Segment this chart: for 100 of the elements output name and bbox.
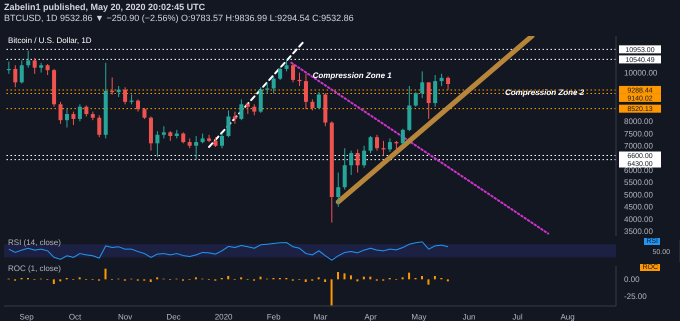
candlestick (252, 104, 256, 116)
candlestick (130, 94, 134, 105)
candlestick (394, 140, 398, 152)
x-tick-label: Mar (314, 312, 328, 321)
candlestick (310, 98, 314, 111)
bar (369, 276, 372, 280)
candlestick (414, 92, 418, 108)
chart-subtitle: BTCUSD, 1D 9532.86 ▼ −250.90 (−2.56%) O:9783.57 H:9836.99 L:9294.54 C:9532.86 (4, 13, 355, 23)
bar (324, 279, 326, 282)
candlestick (26, 50, 30, 68)
y-tick-label: -25.00 (624, 292, 648, 301)
annotation: Compression Zone 2 (505, 88, 584, 97)
candlestick (64, 108, 69, 128)
x-tick-label: Oct (68, 312, 82, 321)
x-tick-label: Dec (166, 312, 181, 321)
bar (427, 279, 430, 285)
candlestick (356, 148, 360, 174)
bar (408, 272, 410, 280)
chart-title: RSI (14, close) (8, 238, 61, 247)
x-tick-label: Jul (512, 312, 523, 321)
y-tick-label: 5000.00 (624, 190, 654, 200)
candlestick (291, 64, 296, 83)
candlestick (136, 98, 140, 112)
annotation: Compression Zone 1 (312, 70, 392, 80)
candlestick (20, 60, 24, 84)
candlestick (342, 148, 347, 190)
candlestick (258, 86, 263, 114)
candlestick (375, 134, 380, 152)
candlestick (433, 74, 438, 108)
candlestick (200, 133, 205, 144)
x-tick-label: 2020 (214, 312, 234, 321)
y-tick-label: 0.00 (624, 275, 640, 284)
bar (362, 276, 365, 280)
candlestick (78, 104, 82, 122)
candlestick (168, 130, 172, 142)
candlestick (232, 111, 237, 124)
x-tick-label: Nov (118, 312, 132, 321)
candlestick (420, 70, 424, 99)
candlestick (349, 150, 354, 176)
candlestick (214, 136, 218, 148)
candlestick (84, 105, 88, 117)
bar (337, 272, 340, 280)
candlestick (188, 138, 192, 149)
candlestick (58, 101, 63, 124)
candlestick (220, 133, 224, 149)
y-tick-label: 5500.00 (624, 178, 654, 188)
bar (330, 279, 333, 306)
candlestick (304, 73, 308, 110)
candlestick (440, 73, 444, 86)
candlestick (123, 86, 128, 105)
candlestick (97, 114, 102, 138)
candlestick (316, 92, 321, 110)
candlestick (446, 76, 450, 90)
x-tick-label: May (411, 312, 427, 321)
bar (104, 268, 106, 280)
candlestick (46, 64, 50, 76)
candlestick (381, 140, 386, 156)
candlestick (181, 132, 186, 144)
x-tick-label: Sep (19, 312, 34, 321)
candlestick (388, 138, 392, 152)
y-tick-label: 4000.00 (624, 214, 654, 224)
x-tick-label: Jun (462, 312, 476, 321)
candlestick (336, 172, 340, 208)
candlestick (71, 111, 76, 126)
candlestick (116, 86, 121, 98)
annotation: Bitcoin / U.S. Dollar, 1D (8, 36, 92, 45)
candlestick (278, 67, 282, 80)
y-tick-label: 10000.00 (624, 68, 658, 78)
bar (420, 276, 423, 280)
x-tick-label: Apr (364, 312, 378, 321)
y-tick-label: 4500.00 (624, 202, 654, 212)
bar (150, 279, 152, 282)
candlestick (155, 130, 160, 158)
chart-title: ROC (1, close) (8, 264, 61, 273)
bar (260, 276, 262, 280)
chart-title: Zabelin1 published, May 20, 2020 20:02:45 UTC (4, 2, 206, 12)
bar (350, 275, 352, 280)
candlestick (239, 98, 244, 121)
candlestick (272, 76, 276, 94)
bar (227, 276, 230, 280)
candlestick (162, 126, 166, 139)
y-tick-label: 7500.00 (624, 129, 654, 138)
candlestick (284, 58, 289, 72)
bar (434, 276, 436, 280)
x-tick-label: Aug (560, 312, 575, 321)
y-tick-label: 8000.00 (624, 117, 654, 126)
candlestick (32, 57, 37, 74)
candlestick (194, 136, 198, 160)
candlestick (142, 107, 146, 120)
candlestick (426, 82, 431, 120)
candlestick (362, 145, 366, 168)
bar (52, 279, 55, 284)
y-tick-label: 3500.00 (624, 226, 654, 236)
candlestick (13, 64, 18, 88)
y-tick-label: 6000.00 (624, 166, 654, 175)
y-tick-label: 7000.00 (624, 142, 654, 151)
bar (343, 273, 346, 280)
bar (304, 279, 307, 282)
candlestick (400, 128, 405, 146)
candlestick (226, 110, 230, 138)
